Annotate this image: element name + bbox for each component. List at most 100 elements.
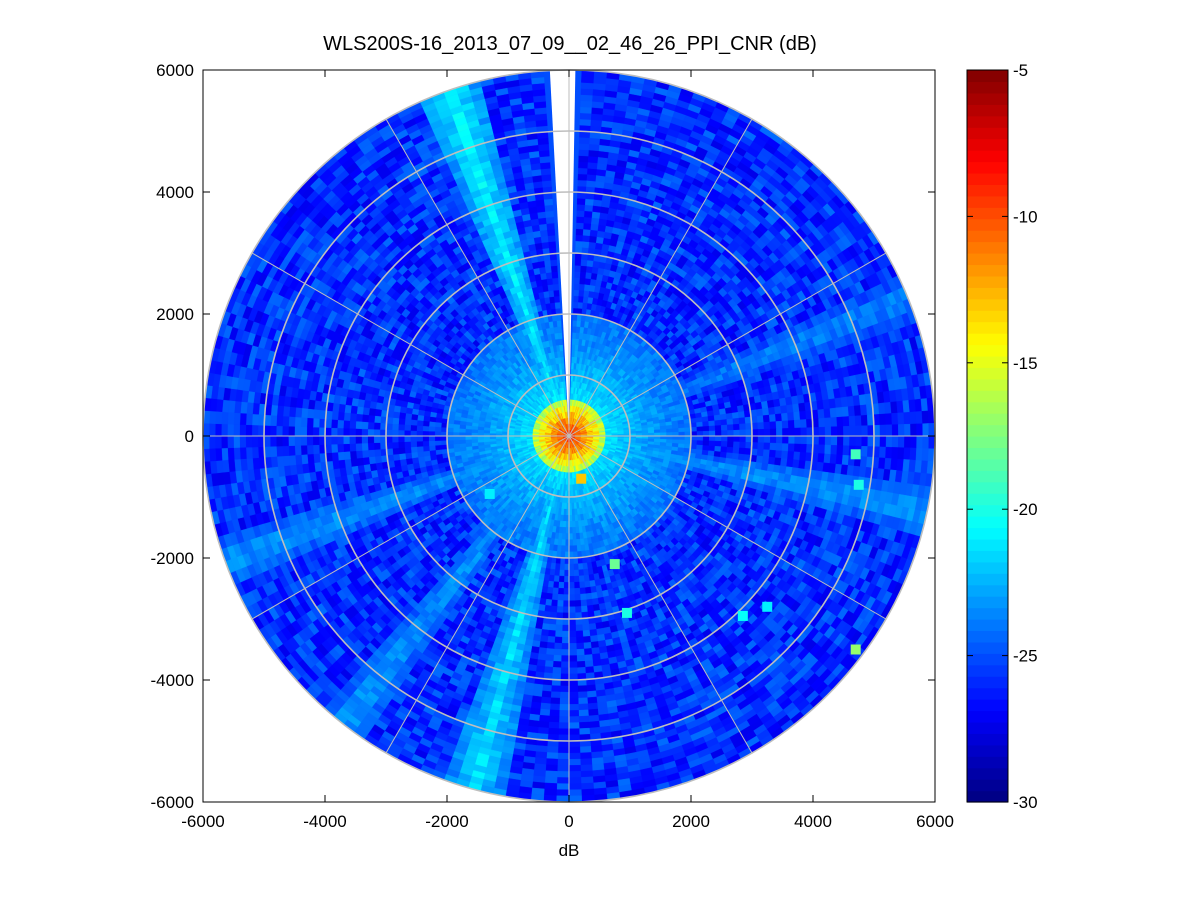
cnr-cell: [702, 435, 710, 442]
cnr-cell: [830, 426, 838, 437]
cnr-cell: [914, 460, 923, 474]
cnr-cell: [756, 408, 764, 417]
cnr-cell: [581, 241, 590, 249]
cnr-cell: [922, 435, 930, 449]
cnr-cell: [660, 432, 667, 437]
cnr-cell: [775, 442, 783, 452]
cnr-cell: [904, 423, 911, 437]
cnr-cell: [878, 457, 886, 470]
cnr-cell: [582, 228, 591, 237]
cnr-cell: [580, 265, 588, 273]
cnr-cell: [725, 452, 734, 460]
cnr-cell: [591, 211, 601, 219]
cnr-cell: [897, 424, 905, 437]
cnr-cell: [727, 435, 734, 442]
cnr-cell: [896, 400, 904, 414]
cnr-cell: [757, 428, 765, 437]
cnr-cell: [903, 411, 911, 425]
cnr-cell: [733, 423, 740, 431]
cnr-cell: [587, 155, 599, 164]
cnr-cell: [695, 417, 703, 423]
cnr-cell: [708, 440, 716, 447]
cnr-cell: [702, 445, 710, 451]
cnr-cell: [584, 210, 593, 218]
cnr-cell: [578, 289, 585, 297]
cnr-cell: [855, 425, 863, 437]
cnr-cell: [731, 411, 740, 420]
cnr-cell: [581, 76, 595, 84]
cnr-cell: [708, 425, 716, 432]
cnr-cell: [660, 428, 667, 434]
cnr-cell: [588, 149, 600, 158]
cnr-cell: [672, 428, 679, 433]
cnr-cell: [878, 402, 886, 415]
cnr-cell: [757, 422, 765, 430]
cnr-cell: [780, 458, 788, 467]
cnr-cell: [583, 216, 593, 224]
cnr-cell: [580, 106, 593, 114]
cnr-cell: [782, 428, 789, 437]
cnr-cell: [855, 435, 863, 447]
cnr-cell: [922, 423, 930, 437]
cnr-cell: [829, 407, 837, 418]
cnr-cell: [653, 429, 661, 434]
cnr-cell: [575, 240, 583, 248]
cnr-cell: [909, 411, 917, 425]
cnr-cell: [774, 457, 782, 466]
cnr-cell: [589, 229, 599, 237]
cnr-cell: [726, 441, 734, 448]
cnr-cell: [793, 419, 801, 429]
cnr-cell: [824, 417, 832, 428]
cnr-cell: [860, 445, 868, 458]
cnr-cell: [739, 441, 747, 449]
cnr-cell: [576, 216, 585, 224]
cnr-cell: [830, 435, 838, 446]
cnr-cell: [853, 405, 862, 417]
cnr-cell: [739, 423, 747, 431]
cnr-cell: [806, 427, 814, 437]
cnr-cell: [823, 453, 831, 464]
cnr-cell: [578, 155, 589, 163]
cnr-cell: [787, 412, 795, 421]
cnr-cell: [707, 415, 715, 422]
cnr-cell: [812, 427, 820, 437]
cnr-cell: [768, 449, 777, 458]
cnr-cell: [660, 435, 667, 440]
cnr-cell: [647, 429, 655, 434]
cnr-cell: [732, 447, 740, 455]
cnr-cell: [885, 413, 893, 426]
cnr-cell: [798, 459, 806, 470]
cnr-cell: [763, 421, 771, 430]
cnr-cell: [891, 412, 899, 425]
cnr-cell: [696, 421, 704, 428]
cnr-cell: [736, 405, 745, 413]
cnr-cell: [812, 435, 820, 445]
cnr-cell: [715, 435, 722, 442]
cnr-cell: [756, 415, 764, 424]
cnr-cell: [720, 446, 728, 453]
cnr-cell: [727, 430, 734, 437]
cnr-cell: [684, 435, 692, 441]
cnr-cell: [738, 447, 746, 455]
cnr-cell: [786, 404, 794, 414]
cnr-cell: [897, 447, 905, 460]
cnr-cell: [800, 427, 808, 437]
cnr-cell: [588, 241, 597, 249]
cnr-cell: [701, 416, 709, 423]
cnr-cell: [578, 149, 590, 157]
cnr-cell: [891, 435, 899, 448]
cnr-cell: [714, 419, 722, 427]
cnr-cell: [665, 424, 673, 430]
cnr-cell: [572, 332, 577, 339]
cnr-cell: [678, 427, 686, 433]
cnr-cell: [879, 413, 887, 426]
cnr-cell: [879, 435, 887, 448]
cnr-cell: [739, 435, 747, 443]
cnr-cell: [916, 435, 924, 449]
cnr-cell: [769, 435, 777, 444]
cnr-cell: [915, 447, 923, 461]
cnr-cell: [571, 338, 577, 345]
cnr-cell: [763, 428, 771, 437]
cnr-cell: [818, 426, 826, 437]
cnr-cell: [774, 406, 782, 415]
